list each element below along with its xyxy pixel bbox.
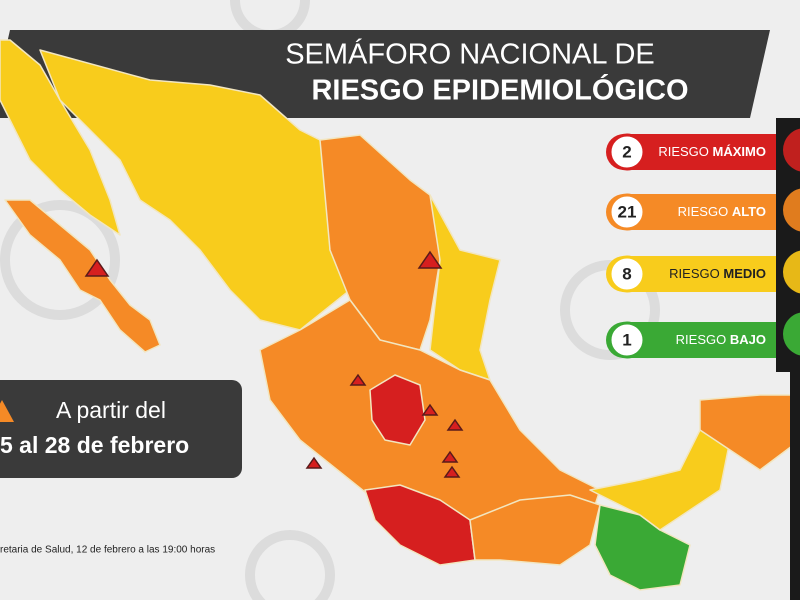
legend-count-circle <box>608 255 646 293</box>
legend-count-circle <box>608 193 646 231</box>
legend-label-text: RIESGO <box>678 204 729 219</box>
legend-count-circle <box>608 321 646 359</box>
traffic-light-pole <box>790 372 800 600</box>
light-green <box>783 312 800 356</box>
legend-level: MÁXIMO <box>713 144 766 159</box>
legend-pill <box>606 322 796 358</box>
source-note: retaria de Salud, 12 de febrero a las 19… <box>0 545 215 556</box>
legend-pill <box>606 194 796 230</box>
legend-level: ALTO <box>732 204 766 219</box>
light-orange <box>783 188 800 232</box>
legend-label: RIESGO MÁXIMO <box>658 144 766 159</box>
legend: 2 RIESGO MÁXIMO 21 RIESGO ALTO 8 RIESGO MEDIO… <box>606 133 796 359</box>
title-line2: RIESGO EPIDEMIOLÓGICO <box>311 73 688 107</box>
title-line1: SEMÁFORO NACIONAL DE <box>285 38 655 71</box>
legend-pill <box>606 134 796 170</box>
legend-label-text: RIESGO <box>676 332 727 347</box>
legend-label: RIESGO MEDIO <box>669 266 766 281</box>
legend-count-circle <box>608 133 646 171</box>
legend-count: 1 <box>622 330 631 349</box>
legend-count: 21 <box>618 202 637 221</box>
period-box <box>0 380 242 478</box>
legend-label-text: RIESGO <box>669 266 720 281</box>
legend-label: RIESGO BAJO <box>676 332 766 347</box>
legend-count: 8 <box>622 264 631 283</box>
legend-count: 2 <box>622 142 631 161</box>
light-yellow <box>783 250 800 294</box>
period-icon <box>0 400 14 422</box>
light-red <box>783 128 800 172</box>
period-line1: A partir del <box>56 397 166 423</box>
map <box>0 39 800 591</box>
alert-triangles <box>84 250 464 478</box>
legend-pill <box>606 256 796 292</box>
legend-label-text: RIESGO <box>658 144 709 159</box>
legend-level: BAJO <box>730 332 766 347</box>
legend-level: MEDIO <box>723 266 766 281</box>
period-line2: 5 al 28 de febrero <box>0 432 189 458</box>
legend-label: RIESGO ALTO <box>678 204 766 219</box>
